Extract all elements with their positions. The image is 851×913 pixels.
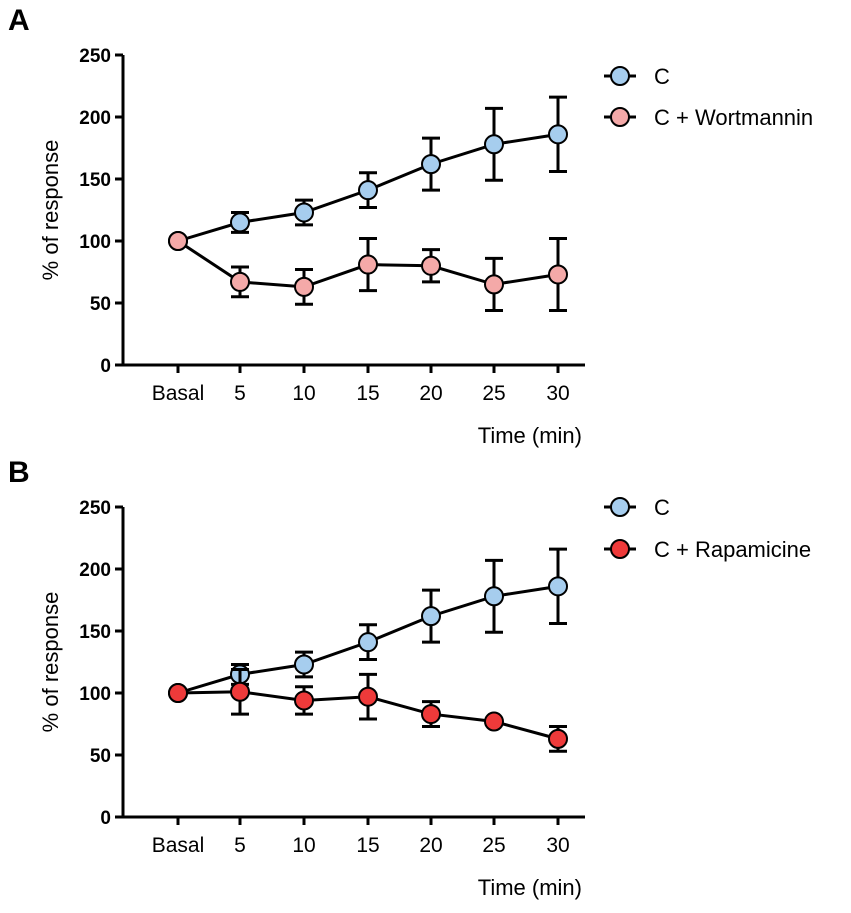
panel-b: B 0 50 100 150 200 250 Basal 5 10 15 20 25 30 Time (mi… — [8, 456, 811, 900]
data-point — [484, 711, 504, 732]
y-tick-label: 50 — [90, 746, 111, 767]
data-point — [168, 231, 188, 251]
x-axis-title: Time (min) — [478, 423, 582, 448]
data-point — [358, 254, 378, 275]
x-tick-label: 10 — [292, 834, 315, 857]
y-tick-label: 200 — [79, 108, 111, 129]
y-tick-label: 0 — [100, 808, 111, 829]
x-tick-label: 15 — [356, 834, 379, 857]
series-1 — [168, 231, 568, 312]
data-point — [358, 180, 378, 201]
x-tick-label: 30 — [546, 834, 569, 857]
legend-label: C — [654, 495, 670, 520]
data-point — [358, 632, 378, 653]
legend-label: C — [654, 64, 670, 89]
y-tick-label: 150 — [79, 622, 111, 643]
data-point — [294, 690, 314, 711]
data-point — [548, 576, 568, 597]
data-point — [230, 681, 250, 702]
y-tick-label: 250 — [79, 46, 111, 67]
x-tick-label: Basal — [152, 382, 205, 405]
x-tick-label: 25 — [482, 834, 505, 857]
data-point — [421, 255, 441, 276]
y-tick-label: 100 — [79, 232, 111, 253]
data-point — [421, 606, 441, 627]
legend-label: C + Wortmannin — [654, 105, 813, 130]
legend-label: C + Rapamicine — [654, 537, 811, 562]
x-tick-label: 30 — [546, 382, 569, 405]
x-tick-label: Basal — [152, 834, 205, 857]
data-point — [548, 264, 568, 285]
data-point — [484, 586, 504, 607]
x-tick-label: 5 — [234, 382, 246, 405]
x-tick-label: 25 — [482, 382, 505, 405]
data-point — [484, 134, 504, 155]
data-point — [548, 728, 568, 749]
x-tick-label: 20 — [419, 382, 442, 405]
legend-marker — [610, 539, 630, 559]
data-point — [230, 212, 250, 233]
y-tick-label: 250 — [79, 498, 111, 519]
y-tick-label: 0 — [100, 356, 111, 377]
data-point — [484, 274, 504, 295]
y-tick-label: 200 — [79, 560, 111, 581]
legend-marker — [610, 66, 630, 86]
legend: C C + Wortmannin — [604, 64, 813, 130]
series-0 — [168, 95, 568, 251]
y-tick-label: 100 — [79, 684, 111, 705]
panel-label: B — [8, 456, 30, 489]
data-point — [548, 124, 568, 145]
x-tick-label: 5 — [234, 834, 246, 857]
legend: C C + Rapamicine — [604, 495, 811, 562]
x-axis-title: Time (min) — [478, 875, 582, 900]
y-axis-title: % of response — [38, 592, 63, 733]
data-point — [358, 686, 378, 707]
y-axis-title: % of response — [38, 140, 63, 281]
x-tick-label: 15 — [356, 382, 379, 405]
series-1 — [168, 667, 568, 753]
data-point — [168, 683, 188, 703]
x-tick-label: 10 — [292, 382, 315, 405]
panel-label: A — [8, 4, 30, 37]
data-point — [294, 276, 314, 297]
data-point — [421, 704, 441, 725]
panel-a: A 0 50 100 150 200 250 Basal 5 10 15 20 25 30 Time (mi… — [8, 4, 813, 448]
data-point — [294, 654, 314, 675]
legend-marker — [610, 107, 630, 127]
data-point — [294, 202, 314, 223]
data-point — [421, 154, 441, 175]
x-tick-label: 20 — [419, 834, 442, 857]
legend-marker — [610, 497, 630, 517]
y-tick-label: 150 — [79, 170, 111, 191]
y-tick-label: 50 — [90, 294, 111, 315]
data-point — [230, 271, 250, 292]
